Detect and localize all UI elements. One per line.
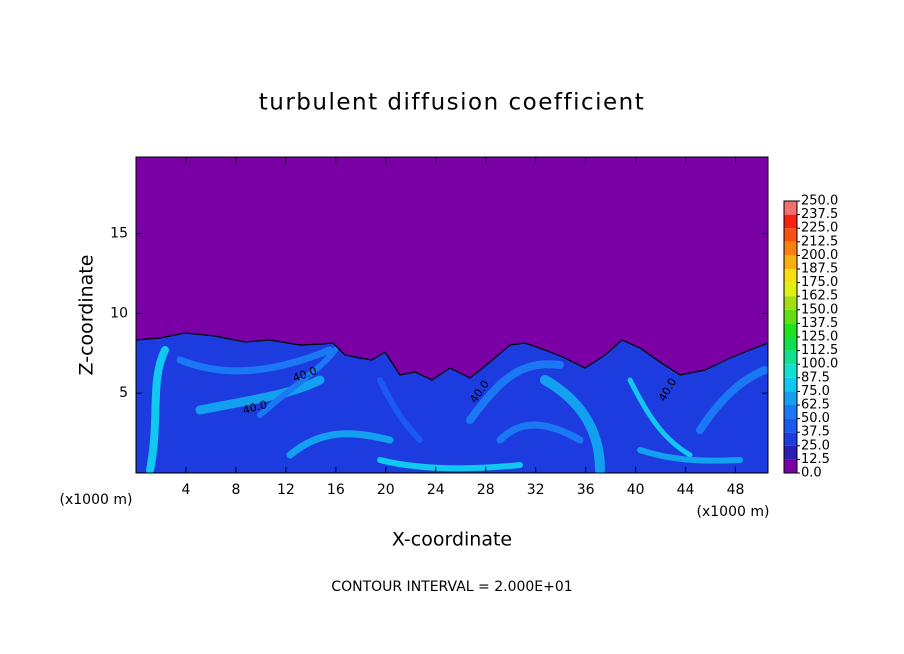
swirl: [496, 421, 584, 444]
colorbar-label: 100.0: [801, 357, 838, 372]
x-tick-label: 24: [427, 482, 445, 498]
chart-title: turbulent diffusion coefficient: [259, 90, 646, 116]
swirl: [540, 375, 605, 473]
colorbar-segment: [784, 214, 797, 229]
colorbar-segment: [784, 459, 797, 473]
y-tick-label: 15: [110, 226, 128, 242]
x-tick-label: 8: [231, 482, 240, 498]
x-axis-label: X-coordinate: [392, 529, 512, 551]
x-tick-label: 28: [477, 482, 495, 498]
y-axis-label: Z-coordinate: [76, 255, 98, 376]
colorbar-segment: [784, 201, 797, 215]
colorbar-segment: [784, 255, 797, 269]
colorbar-segment: [784, 445, 797, 460]
colorbar-segment: [784, 309, 797, 324]
colorbar-label: 87.5: [801, 370, 830, 385]
colorbar-segment: [784, 418, 797, 433]
x-tick-label: 48: [727, 482, 745, 498]
x-tick-label: 44: [677, 482, 695, 498]
colorbar-label: 237.5: [801, 207, 838, 222]
colorbar-label: 37.5: [801, 425, 830, 440]
colorbar-label: 125.0: [801, 330, 838, 345]
x-tick-label: 32: [527, 482, 545, 498]
contour-label: 40.0: [241, 398, 268, 417]
swirl: [627, 377, 693, 458]
y-tick-label: 5: [119, 385, 128, 401]
colorbar-label: 212.5: [801, 234, 838, 249]
colorbar-segment: [784, 323, 797, 337]
swirl: [195, 375, 325, 415]
x-tick-label: 40: [627, 482, 645, 498]
colorbar-segment: [784, 241, 797, 256]
field: 40.040.040.0 40.0: [136, 157, 768, 473]
colorbar-label: 75.0: [801, 384, 830, 399]
swirl: [377, 457, 523, 472]
colorbar-label: 150.0: [801, 302, 838, 317]
colorbar-segment: [784, 391, 797, 405]
swirl: [377, 377, 423, 443]
turbulent-layer: [136, 332, 768, 473]
x-tick-label: 4: [181, 482, 190, 498]
colorbar-label: 187.5: [801, 262, 838, 277]
colorbar-label: 162.5: [801, 289, 838, 304]
x-tick-label: 16: [327, 482, 345, 498]
colorbar-segment: [784, 228, 797, 242]
colorbar-label: 200.0: [801, 248, 838, 263]
colorbar-label: 112.5: [801, 343, 838, 358]
colorbar-segment: [784, 350, 797, 365]
colorbar-segment: [784, 269, 797, 283]
colorbar-segment: [784, 337, 797, 351]
swirl: [176, 346, 334, 375]
y-tick-label: 10: [110, 305, 128, 321]
colorbar-label: 25.0: [801, 438, 830, 453]
colorbar-segment: [784, 377, 797, 392]
colorbar-segment: [784, 432, 797, 446]
colorbar-label: 137.5: [801, 316, 838, 331]
swirl: [146, 346, 169, 473]
colorbar-segment: [784, 296, 797, 310]
x-tick-label: 20: [377, 482, 395, 498]
colorbar-label: 50.0: [801, 411, 830, 426]
swirl: [696, 366, 768, 434]
footer-note: CONTOUR INTERVAL = 2.000E+01: [331, 579, 572, 595]
colorbar-label: 225.0: [801, 221, 838, 236]
swirl: [257, 347, 338, 418]
swirl: [286, 430, 394, 459]
colorbar-label: 12.5: [801, 452, 830, 467]
x-unit-label: (x1000 m): [697, 504, 770, 520]
swirl: [637, 447, 743, 464]
colorbar-segment: [784, 405, 797, 419]
swirl: [466, 360, 564, 424]
colorbar-segment: [784, 282, 797, 297]
colorbar-label: 0.0: [801, 466, 822, 481]
x-tick-label: 36: [577, 482, 595, 498]
x-tick-label: 12: [277, 482, 295, 498]
plot-frame: [135, 156, 769, 474]
colorbar-label: 175.0: [801, 275, 838, 290]
y-unit-label: (x1000 m): [60, 492, 133, 508]
colorbar-label: 250.0: [801, 194, 838, 209]
colorbar-label: 62.5: [801, 398, 830, 413]
colorbar-segment: [784, 364, 797, 378]
